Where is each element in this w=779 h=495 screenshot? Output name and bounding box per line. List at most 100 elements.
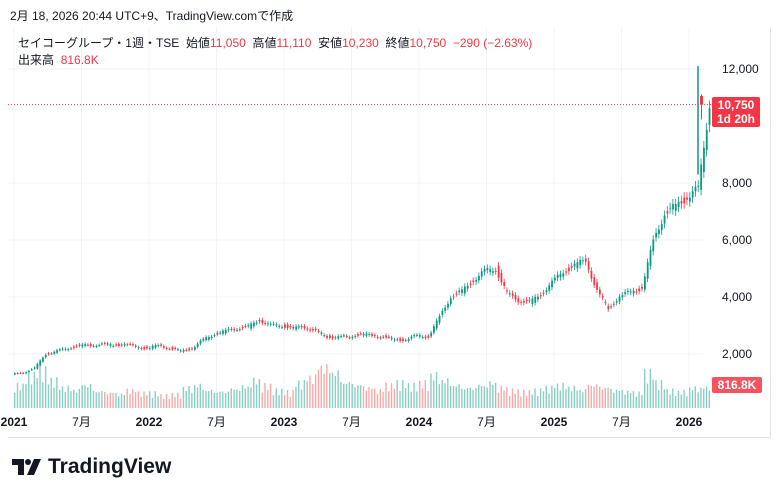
- candle-body: [73, 346, 75, 349]
- volume-bar: [464, 389, 466, 408]
- volume-bar: [523, 389, 525, 408]
- candle-body: [267, 323, 269, 325]
- volume-label: 出来高: [18, 53, 55, 67]
- candle-body: [151, 345, 154, 349]
- x-tick-label: 7月: [342, 415, 361, 429]
- volume-bar: [151, 397, 154, 408]
- volume-bar: [267, 390, 269, 408]
- candle-body: [160, 344, 163, 346]
- volume-bar: [25, 384, 27, 408]
- volume-bar: [205, 390, 207, 408]
- candle-body: [416, 334, 418, 336]
- low-value: 10,230: [342, 36, 379, 50]
- candle-body: [244, 325, 247, 327]
- volume-bar: [362, 386, 365, 408]
- candle-body: [559, 273, 562, 278]
- candle-body: [371, 333, 373, 336]
- volume-bar: [435, 372, 438, 408]
- candle-body: [314, 328, 317, 330]
- volume-bar: [705, 386, 708, 408]
- volume-bar: [621, 389, 623, 408]
- volume-bar: [388, 391, 390, 408]
- volume-bar: [227, 391, 230, 408]
- volume-bar: [368, 387, 370, 408]
- volume-bar: [75, 392, 78, 408]
- volume-bar: [618, 390, 621, 408]
- candle-body: [582, 260, 584, 262]
- candle-body: [542, 292, 545, 294]
- volume-bar: [185, 390, 187, 408]
- volume-bar: [644, 368, 646, 408]
- volume-bar: [132, 389, 134, 408]
- volume-bar: [534, 388, 536, 408]
- volume-bar: [309, 375, 311, 408]
- candle-body: [250, 323, 253, 329]
- volume-bar: [118, 396, 120, 408]
- price-chart[interactable]: 2,000 4,000 6,000 8,000 12,000 2021 7月 2022 7月 20…: [0, 0, 779, 450]
- candle-body: [677, 201, 680, 208]
- volume-bar: [545, 385, 547, 408]
- volume-bar: [73, 389, 75, 408]
- candle-body: [95, 346, 98, 348]
- candle-body: [199, 340, 202, 344]
- volume-bar: [165, 394, 168, 408]
- volume-bar: [104, 391, 106, 408]
- volume-bar: [376, 393, 379, 408]
- volume-bar: [691, 390, 694, 408]
- candle-body: [556, 274, 559, 278]
- candle-body: [562, 273, 565, 277]
- y-tick-label: 2,000: [722, 347, 752, 361]
- volume-bar: [36, 378, 38, 408]
- change-value: −290 (−2.63%): [452, 36, 533, 50]
- volume-bar: [210, 389, 213, 408]
- tradingview-logo[interactable]: TradingView: [12, 455, 171, 479]
- candle-body: [224, 329, 227, 334]
- y-tick-label: 6,000: [722, 233, 752, 247]
- volume-bar: [379, 389, 381, 408]
- candle-body: [112, 345, 115, 347]
- candle-body: [98, 345, 101, 347]
- candle-body: [509, 293, 511, 295]
- volume-bar: [551, 385, 553, 408]
- candle-body: [286, 324, 289, 329]
- candle-body: [351, 336, 354, 338]
- volume-bar: [56, 377, 58, 408]
- candle-body: [674, 203, 677, 211]
- candle-body: [202, 338, 205, 341]
- x-tick-label: 7月: [612, 415, 631, 429]
- candle-body: [632, 290, 635, 294]
- candle-body: [154, 344, 157, 348]
- volume-bar: [613, 392, 615, 408]
- candle-body: [289, 326, 292, 328]
- volume-bar: [295, 386, 297, 408]
- candle-body: [669, 207, 672, 209]
- candle-body: [87, 344, 89, 346]
- candle-body: [517, 298, 520, 303]
- volume-bar: [129, 394, 131, 408]
- candle-body: [75, 345, 78, 347]
- candle-body: [464, 286, 466, 294]
- volume-bar: [188, 385, 190, 408]
- candle-body: [36, 363, 39, 369]
- volume-bar: [537, 396, 539, 408]
- volume-bar: [703, 388, 705, 408]
- volume-bar: [708, 390, 711, 408]
- candle-body: [44, 354, 47, 358]
- high-value: 11,110: [276, 36, 312, 50]
- volume-bar: [326, 363, 328, 408]
- candle-body: [700, 164, 703, 190]
- volume-bar: [264, 382, 266, 408]
- volume-bar: [548, 393, 550, 408]
- volume-bar: [157, 396, 159, 408]
- volume-bar: [286, 389, 289, 408]
- volume-bar: [669, 394, 671, 408]
- candle-body: [292, 326, 295, 329]
- candle-body: [19, 372, 22, 374]
- volume-bar: [331, 372, 334, 408]
- candle-body: [683, 197, 686, 204]
- candle-body: [697, 185, 700, 187]
- candle-body: [593, 277, 596, 285]
- volume-bar: [289, 397, 291, 408]
- volume-bar: [413, 382, 415, 408]
- volume-bar: [596, 384, 598, 408]
